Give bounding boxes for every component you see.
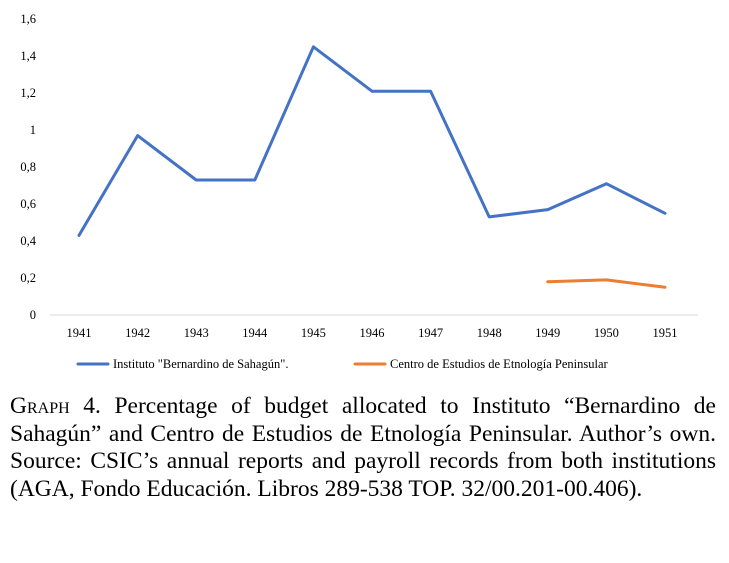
- x-tick-label: 1950: [594, 326, 619, 340]
- line-chart: 0 0,2 0,4 0,6 0,8 1 1,2 1,4 1,6 1941 1942 1943 1944…: [20, 12, 698, 371]
- figure-caption: Graph 4. Percentage of budget allocated …: [10, 393, 716, 503]
- y-tick-label: 0,4: [20, 234, 36, 248]
- x-tick-label: 1945: [301, 326, 326, 340]
- legend-label-1: Instituto "Bernardino de Sahagún".: [113, 357, 288, 371]
- x-tick-label: 1947: [418, 326, 443, 340]
- y-tick-label: 1,6: [20, 12, 36, 26]
- legend: Instituto "Bernardino de Sahagún". Centro…: [76, 357, 609, 371]
- y-tick-label: 1: [30, 123, 36, 137]
- x-tick-label: 1941: [67, 326, 92, 340]
- x-axis-ticks: 1941 1942 1943 1944 1945 1946 1947 1948 1949 1950…: [67, 326, 678, 340]
- x-tick-label: 1951: [653, 326, 678, 340]
- series-lines: [77, 45, 667, 289]
- y-axis-ticks: 0 0,2 0,4 0,6 0,8 1 1,2 1,4 1,6: [20, 12, 36, 322]
- x-tick-label: 1946: [360, 326, 385, 340]
- x-tick-label: 1949: [535, 326, 560, 340]
- x-tick-label: 1942: [125, 326, 150, 340]
- x-tick-label: 1944: [242, 326, 268, 340]
- series-line-2: [546, 278, 667, 289]
- caption-label: Graph 4.: [10, 393, 101, 419]
- x-tick-label: 1948: [477, 326, 502, 340]
- y-tick-label: 1,4: [20, 49, 36, 63]
- y-tick-label: 0: [30, 308, 36, 322]
- y-tick-label: 0,6: [20, 197, 36, 211]
- y-tick-label: 0,8: [20, 160, 36, 174]
- series-line-1: [77, 45, 667, 237]
- y-tick-label: 1,2: [20, 86, 36, 100]
- caption-text: Percentage of budget allocated to Instit…: [10, 393, 716, 502]
- legend-label-2: Centro de Estudios de Etnología Peninsul…: [390, 357, 609, 371]
- y-tick-label: 0,2: [20, 271, 36, 285]
- x-tick-label: 1943: [184, 326, 209, 340]
